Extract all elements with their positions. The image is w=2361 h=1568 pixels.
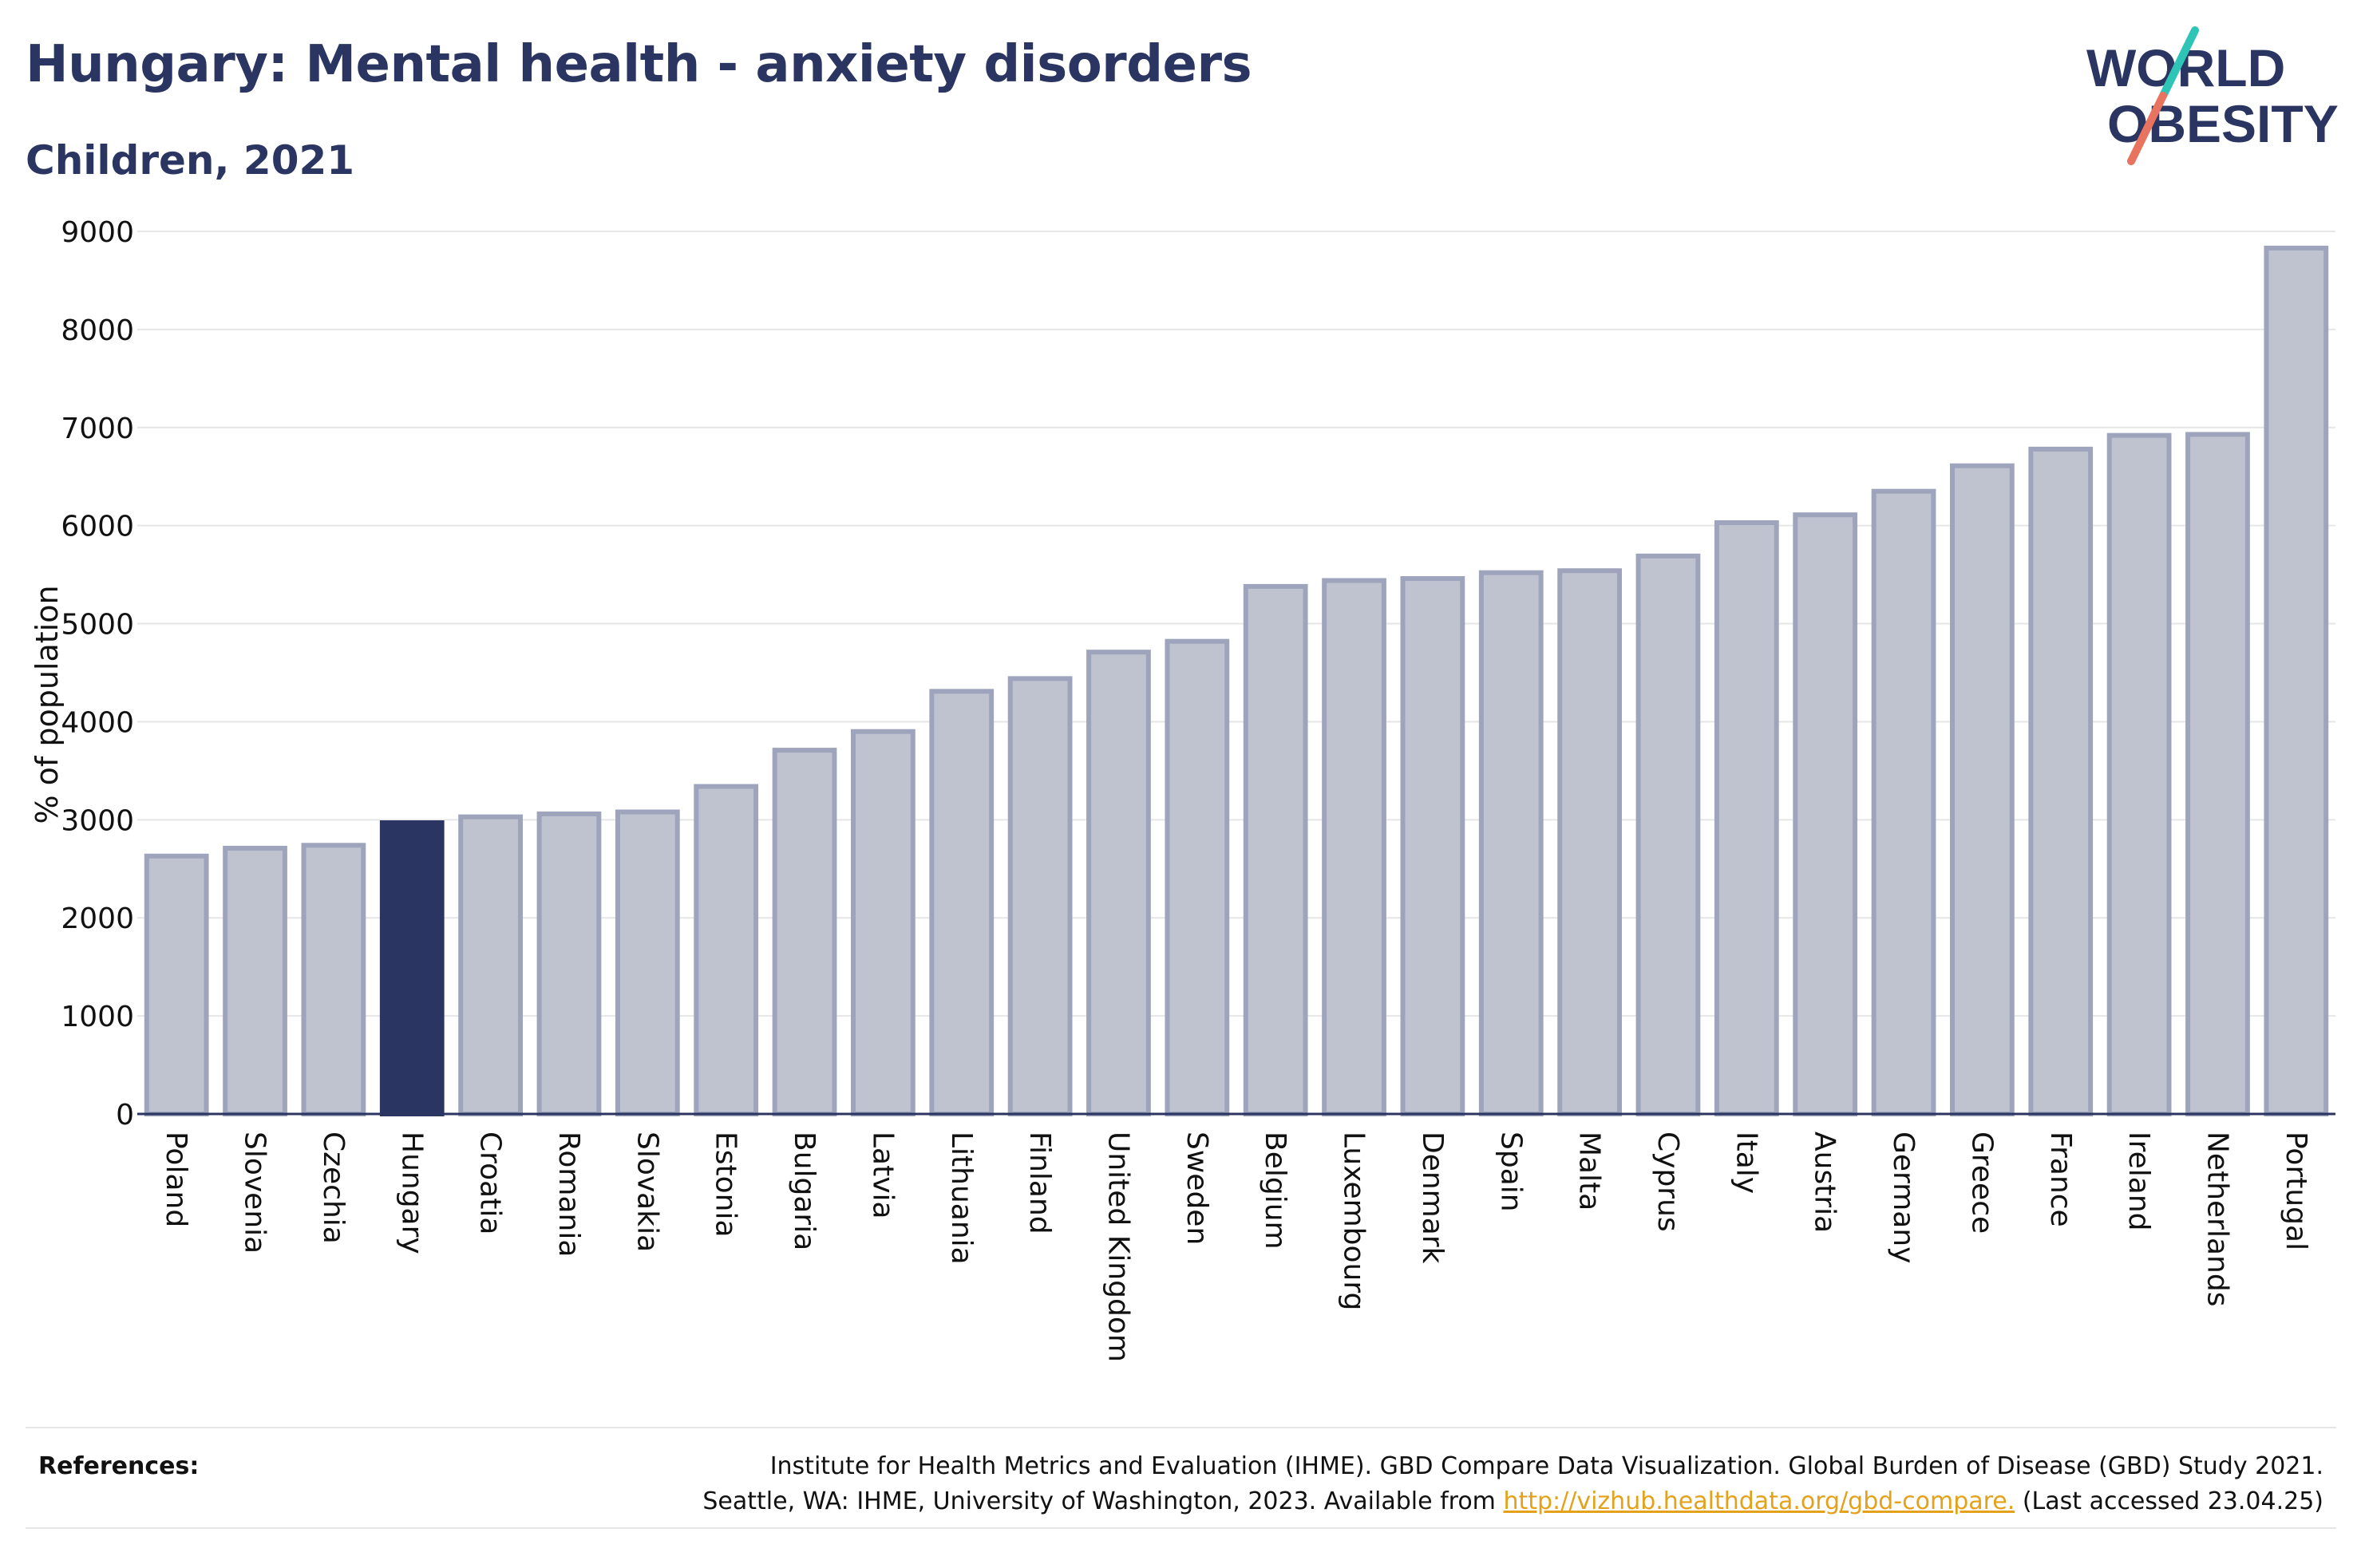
chart-title: Hungary: Mental health - anxiety disorde…: [26, 35, 1252, 94]
bar-finland: [1007, 676, 1073, 1116]
bar-denmark: [1400, 576, 1465, 1116]
bar-italy: [1714, 519, 1779, 1116]
bar-czechia: [301, 843, 366, 1116]
x-tick-label: Greece: [1965, 1132, 1998, 1234]
bar-greece: [1950, 463, 2015, 1116]
bar-cyprus: [1635, 553, 1701, 1116]
x-tick-label: Romania: [552, 1132, 585, 1257]
y-tick-label: 0: [116, 1099, 134, 1132]
reference-line-2-suffix: (Last accessed 23.04.25): [2015, 1487, 2323, 1515]
bar-bulgaria: [772, 748, 837, 1116]
y-tick-label: 1000: [61, 1001, 134, 1033]
bar-ireland: [2106, 432, 2172, 1116]
reference-line-2: Seattle, WA: IHME, University of Washing…: [702, 1484, 2323, 1519]
chart-subtitle: Children, 2021: [26, 137, 355, 184]
x-tick-label: Spain: [1494, 1132, 1527, 1212]
bar-spain: [1478, 570, 1544, 1116]
bar-lithuania: [929, 689, 995, 1116]
reference-link[interactable]: http://vizhub.healthdata.org/gbd-compare…: [1503, 1487, 2015, 1515]
x-tick-label: Estonia: [710, 1132, 742, 1238]
y-tick-label: 8000: [61, 314, 134, 347]
bar-estonia: [694, 784, 759, 1116]
x-tick-label: Hungary: [395, 1132, 428, 1254]
x-tick-label: Slovakia: [631, 1132, 663, 1252]
x-tick-label: Luxembourg: [1338, 1132, 1370, 1310]
bar-romania: [536, 811, 602, 1117]
y-tick-label: 2000: [61, 902, 134, 935]
y-tick-label: 9000: [61, 216, 134, 249]
x-tick-label: Malta: [1573, 1132, 1606, 1211]
bar-malta: [1557, 568, 1622, 1116]
bar-netherlands: [2185, 432, 2250, 1116]
bar-france: [2028, 446, 2094, 1116]
bar-croatia: [458, 814, 523, 1116]
y-tick-label: 6000: [61, 511, 134, 543]
bar-chart: 0 1000 2000 3000 4000 5000 6000 7000 8000 9000 Po…: [30, 216, 2335, 1362]
logo-slash-teal: [2159, 26, 2199, 100]
x-tick-label: Germany: [1887, 1132, 1920, 1263]
x-tick-label: Finland: [1023, 1132, 1056, 1234]
y-axis-label: % of population: [30, 585, 65, 823]
x-tick-label: Belgium: [1259, 1132, 1291, 1250]
world-obesity-logo: WORLD OBESITY: [2086, 26, 2339, 165]
references-text: Institute for Health Metrics and Evaluat…: [702, 1449, 2323, 1519]
x-tick-label: Croatia: [474, 1132, 507, 1234]
x-tick-label: Slovenia: [239, 1132, 271, 1254]
bar-luxembourg: [1322, 578, 1386, 1116]
bar-sweden: [1165, 638, 1230, 1116]
bars: [144, 245, 2329, 1117]
references-label: References:: [38, 1452, 200, 1480]
x-tick-label: France: [2044, 1132, 2077, 1227]
x-tick-label: Italy: [1730, 1132, 1762, 1194]
x-tick-label: Cyprus: [1651, 1132, 1684, 1232]
x-tick-label: Denmark: [1416, 1132, 1449, 1264]
x-tick-label: Sweden: [1180, 1132, 1213, 1245]
logo-slash-coral: [2127, 92, 2167, 165]
bar-austria: [1793, 512, 1858, 1116]
x-tick-label: Czechia: [317, 1132, 350, 1244]
x-tick-label: Austria: [1809, 1132, 1841, 1233]
bar-slovakia: [615, 809, 680, 1116]
reference-line-2-prefix: Seattle, WA: IHME, University of Washing…: [702, 1487, 1504, 1515]
y-tick-label: 5000: [61, 609, 134, 642]
x-tick-label: Poland: [160, 1132, 192, 1227]
bar-united-kingdom: [1086, 650, 1151, 1116]
bar-slovenia: [223, 845, 287, 1116]
x-axis-labels: Poland Slovenia Czechia Hungary Croatia Roman…: [160, 1132, 2312, 1362]
y-tick-label: 3000: [61, 804, 134, 837]
y-tick-label: 4000: [61, 706, 134, 739]
x-tick-label: Latvia: [866, 1132, 899, 1219]
x-tick-label: Portugal: [2280, 1132, 2312, 1250]
bar-portugal: [2264, 245, 2329, 1116]
y-axis-ticks: 0 1000 2000 3000 4000 5000 6000 7000 8000 9000: [61, 216, 134, 1132]
x-tick-label: Ireland: [2122, 1132, 2155, 1231]
bar-hungary: [379, 820, 445, 1117]
x-tick-label: Netherlands: [2201, 1132, 2233, 1306]
bar-poland: [144, 853, 209, 1117]
x-tick-label: Lithuania: [945, 1132, 978, 1265]
bar-latvia: [851, 729, 916, 1116]
reference-line-1: Institute for Health Metrics and Evaluat…: [769, 1452, 2323, 1480]
bar-belgium: [1243, 583, 1308, 1116]
x-tick-label: Bulgaria: [788, 1132, 821, 1250]
bar-germany: [1871, 488, 1936, 1116]
references-section: References: Institute for Health Metrics…: [26, 1427, 2336, 1529]
y-tick-label: 7000: [61, 413, 134, 445]
x-tick-label: United Kingdom: [1101, 1132, 1134, 1362]
